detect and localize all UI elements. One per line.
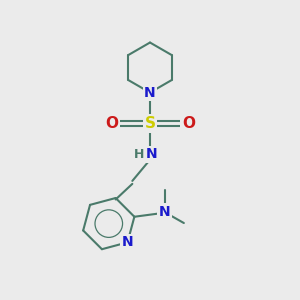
Text: H: H: [134, 148, 144, 161]
Text: S: S: [145, 116, 155, 131]
Text: O: O: [182, 116, 195, 131]
Text: N: N: [159, 205, 170, 219]
Text: N: N: [144, 85, 156, 100]
Text: N: N: [146, 147, 157, 161]
Text: N: N: [122, 235, 133, 249]
Text: O: O: [105, 116, 118, 131]
